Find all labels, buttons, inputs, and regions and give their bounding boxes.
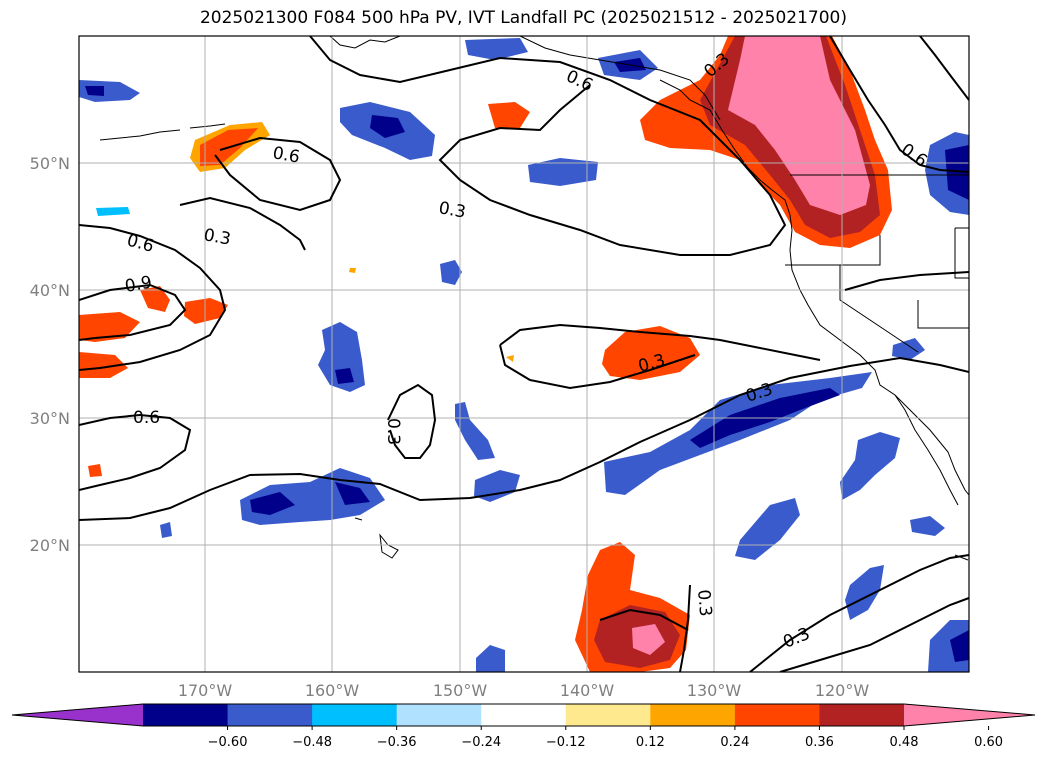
shaded-fields: [79, 36, 969, 672]
negative-field: [892, 338, 925, 360]
colorbar-tick-label: 0.48: [890, 735, 919, 750]
negative-field: [840, 432, 900, 500]
colorbar-tick-label: −0.48: [292, 735, 332, 750]
positive-field: [488, 102, 530, 128]
negative-field: [945, 145, 969, 200]
latitude-labels: 50°N 40°N 30°N 20°N: [30, 154, 70, 555]
colorbar-tick-label: 0.24: [720, 735, 749, 750]
negative-field: [845, 565, 884, 620]
lon-tick-label: 140°W: [560, 681, 615, 700]
lat-tick-label: 30°N: [30, 409, 70, 428]
positive-field: [349, 268, 356, 273]
negative-field: [370, 115, 405, 138]
colorbar-tick-label: −0.12: [546, 735, 586, 750]
lat-tick-label: 40°N: [30, 281, 70, 300]
contour-label: 0.3: [383, 418, 403, 445]
negative-field: [85, 86, 104, 96]
negative-field: [528, 158, 598, 186]
colorbar-segment: [819, 704, 905, 726]
colorbar-segment: [396, 704, 482, 726]
colorbar-extend-high: [904, 704, 1035, 726]
negative-field: [79, 80, 140, 102]
coastlines: [99, 36, 969, 561]
gridlines: [79, 36, 969, 672]
contour-label: 0.3: [693, 589, 715, 618]
negative-field: [910, 516, 945, 536]
positive-field: [632, 624, 665, 655]
negative-field: [335, 482, 370, 505]
negative-field: [335, 368, 354, 384]
positive-field: [184, 298, 228, 324]
contour-label: 0.9: [123, 273, 153, 297]
colorbar-tick-label: −0.60: [208, 735, 248, 750]
colorbar-tick-label: −0.36: [377, 735, 417, 750]
negative-field: [318, 322, 365, 392]
negative-field: [440, 260, 462, 285]
colorbar-segment: [143, 704, 229, 726]
positive-field: [602, 326, 700, 380]
colorbar-segment: [227, 704, 313, 726]
positive-field: [88, 464, 102, 477]
negative-field: [250, 492, 295, 515]
positive-field: [140, 286, 170, 312]
colorbar-tick-label: 0.36: [805, 735, 834, 750]
lat-tick-label: 50°N: [30, 154, 70, 173]
colorbar-segment: [565, 704, 651, 726]
contour-label: 0.3: [202, 225, 232, 249]
colorbar: −0.60 −0.48 −0.36 −0.24 −0.12 0.12 0.24 0.36 0.4…: [11, 703, 1036, 750]
negative-field: [96, 207, 130, 216]
colorbar-segment: [481, 704, 567, 726]
colorbar-extend-low: [12, 704, 143, 726]
colorbar-segment: [734, 704, 820, 726]
lon-tick-label: 150°W: [433, 681, 488, 700]
negative-field: [950, 630, 969, 662]
negative-field: [160, 522, 172, 538]
colorbar-tick-label: 0.12: [636, 735, 665, 750]
positive-field: [79, 352, 128, 378]
negative-field: [465, 38, 528, 60]
negative-field: [474, 470, 520, 502]
colorbar-segment: [650, 704, 736, 726]
map-frame: [78, 35, 970, 673]
lat-tick-label: 20°N: [30, 536, 70, 555]
lon-tick-label: 120°W: [815, 681, 870, 700]
contour-label: 0.6: [133, 408, 160, 428]
colorbar-segment: [312, 704, 398, 726]
contour-label: 0.3: [437, 198, 467, 222]
positive-field: [506, 355, 514, 362]
map-title: 2025021300 F084 500 hPa PV, IVT Landfall…: [199, 8, 847, 28]
lon-tick-label: 170°W: [178, 681, 233, 700]
lon-tick-label: 130°W: [687, 681, 742, 700]
longitude-labels: 170°W 160°W 150°W 140°W 130°W 120°W: [178, 681, 870, 700]
contours: [79, 36, 969, 672]
lon-tick-label: 160°W: [305, 681, 360, 700]
colorbar-tick-label: 0.60: [974, 735, 1003, 750]
contour-label: 0.6: [271, 143, 301, 167]
negative-field: [455, 402, 495, 460]
positive-field: [728, 36, 870, 215]
negative-field: [476, 645, 505, 672]
colorbar-tick-label: −0.24: [461, 735, 501, 750]
